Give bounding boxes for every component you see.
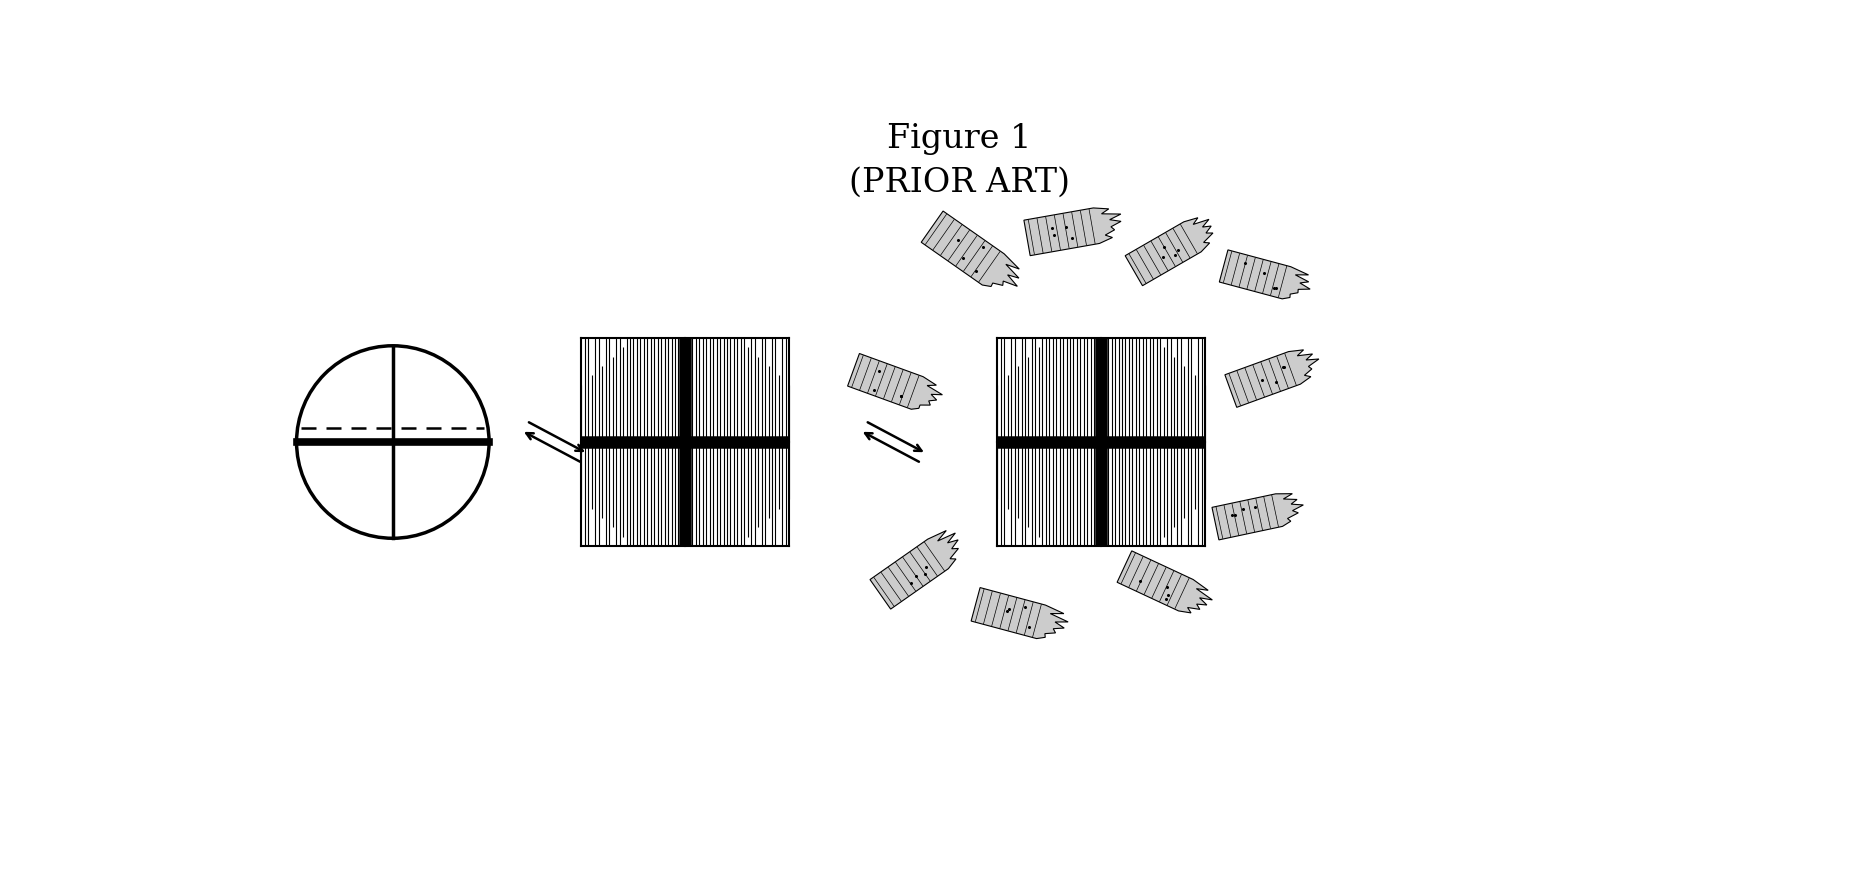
- Polygon shape: [970, 588, 1068, 638]
- Text: (PRIOR ART): (PRIOR ART): [848, 167, 1069, 198]
- Text: Figure 1: Figure 1: [888, 123, 1032, 155]
- Polygon shape: [1126, 217, 1214, 285]
- Polygon shape: [848, 354, 942, 409]
- Polygon shape: [1219, 250, 1309, 299]
- Polygon shape: [1025, 208, 1122, 256]
- Polygon shape: [1212, 493, 1304, 540]
- Polygon shape: [1116, 551, 1212, 613]
- Polygon shape: [1225, 350, 1319, 408]
- Polygon shape: [922, 211, 1019, 286]
- Polygon shape: [869, 531, 959, 609]
